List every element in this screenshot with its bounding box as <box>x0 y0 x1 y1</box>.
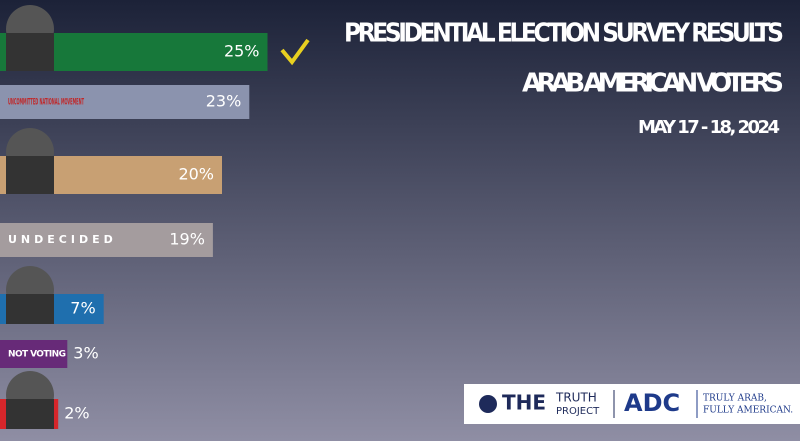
value-label: 2% <box>64 404 89 423</box>
category-label: NOT VOTING <box>8 350 66 360</box>
bar <box>0 223 213 257</box>
logo-text: FULLY AMERICAN. <box>703 406 793 416</box>
logo-text: ADC <box>624 389 680 417</box>
candidate-photo-base <box>6 156 54 194</box>
candidate-photo-base <box>6 399 54 429</box>
logo-panel: THE TRUTH PROJECT ADC TRULY ARAB, FULLY … <box>464 384 800 424</box>
bar <box>0 85 250 119</box>
logo-icon <box>479 395 497 413</box>
candidate-photo-base <box>6 294 54 324</box>
bar <box>0 340 68 368</box>
logo-text: PROJECT <box>556 406 600 417</box>
logo-background <box>464 384 800 424</box>
logo-text: TRUTH <box>555 391 597 405</box>
value-label: 25% <box>224 42 260 61</box>
logo-text: THE <box>502 391 546 415</box>
value-label: 7% <box>70 299 95 318</box>
chart-subtitle: ARAB AMERICAN VOTERS <box>522 69 784 99</box>
value-label: 3% <box>73 344 98 363</box>
date: MAY 17 - 18, 2024 <box>638 117 780 138</box>
category-label: UNCOMMITTED NATIONAL MOVEMENT <box>8 98 84 108</box>
category-label: UNDECIDED <box>8 233 117 246</box>
value-label: 20% <box>178 165 214 184</box>
chart-title: PRESIDENTIAL ELECTION SURVEY RESULTS <box>344 19 784 49</box>
candidate-photo-base <box>6 33 54 71</box>
checkmark <box>280 38 310 66</box>
logo-text: TRULY ARAB, <box>703 394 767 404</box>
value-label: 19% <box>169 230 205 249</box>
value-label: 23% <box>206 92 242 111</box>
